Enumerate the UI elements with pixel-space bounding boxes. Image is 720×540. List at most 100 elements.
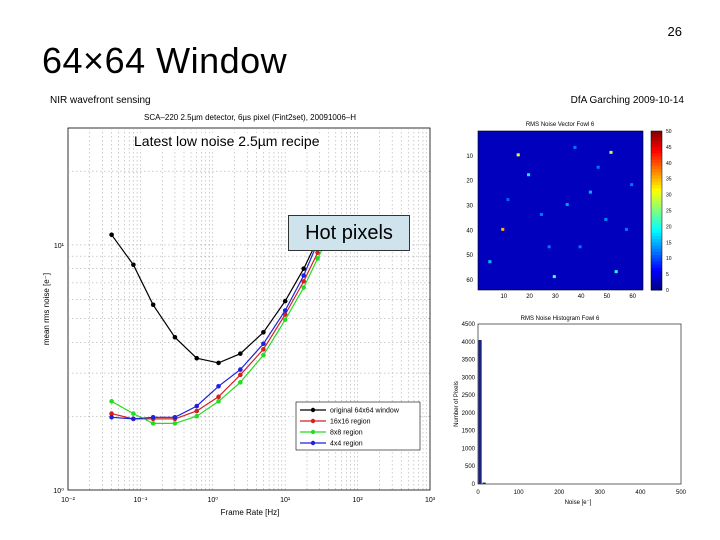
legend-label: 8x8 region [330, 430, 363, 437]
legend-swatch-marker [310, 418, 316, 424]
colorbar-step [651, 200, 662, 205]
colorbar-step [651, 220, 662, 224]
hot-pixels-callout: Hot pixels [288, 215, 410, 251]
heatmap-y-tick-label: 30 [466, 204, 473, 210]
histogram-tick-labels: 0 100 200 300 400 500 0 500 1000 1500 2000 2500 3000… [462, 322, 687, 496]
subtitle-right: DfA Garching 2009-10-14 [570, 95, 684, 106]
data-point [109, 232, 114, 238]
data-point [216, 394, 221, 400]
histogram-y-tick-label: 3500 [462, 358, 476, 364]
hot-pixel [547, 245, 551, 249]
colorbar-step [651, 156, 662, 161]
colorbar-tick-labels: 0 5 10 15 20 25 30 35 40 45 50 [666, 129, 672, 294]
data-point [315, 256, 320, 261]
data-point [131, 262, 136, 268]
colorbar-step [651, 264, 662, 269]
data-point [194, 355, 200, 361]
histogram-x-tick-label: 100 [514, 490, 525, 496]
heatmap-background [478, 131, 643, 290]
main-series-layer [109, 216, 330, 426]
hot-pixel [526, 173, 531, 177]
x-tick-label: 10³ [425, 497, 436, 504]
recipe-callout: Latest low noise 2.5µm recipe [134, 133, 320, 149]
histogram-y-tick-label: 1500 [462, 429, 476, 435]
data-point [282, 308, 288, 313]
y-tick-label: 10⁰ [53, 487, 64, 495]
data-point [261, 341, 266, 347]
heatmap-colorbar [650, 130, 663, 291]
colorbar-step [651, 255, 662, 259]
histogram-y-tick-label: 0 [472, 482, 476, 488]
data-point [261, 347, 266, 352]
colorbar-step [651, 134, 662, 138]
colorbar-step [651, 267, 662, 272]
colorbar-tick-label: 45 [666, 145, 672, 151]
colorbar-tick-label: 25 [666, 209, 672, 215]
data-point [282, 317, 288, 323]
data-point [172, 414, 178, 420]
data-point [261, 330, 266, 335]
legend-label: 16x16 region [330, 419, 371, 426]
x-tick-label: 10⁻¹ [133, 497, 147, 504]
heatmap-x-tick-label: 30 [552, 294, 559, 300]
slide-title: 64×64 Window [42, 40, 288, 81]
colorbar-step [651, 146, 662, 151]
colorbar-step [651, 210, 662, 215]
heatmap-x-tick-label: 40 [578, 294, 585, 300]
histogram-title: RMS Noise Histogram Fowl 6 [521, 316, 600, 322]
y-tick-label: 10¹ [54, 243, 65, 250]
heatmap-title: RMS Noise Vector Fowl 6 [526, 122, 595, 128]
data-point [109, 411, 114, 416]
hot-pixel [596, 165, 600, 169]
colorbar-step [651, 280, 662, 285]
hot-pixel [552, 275, 556, 279]
histogram-y-axis-label: Number of Pixels [454, 381, 460, 427]
colorbar-step [651, 223, 662, 227]
hot-pixel [614, 270, 618, 274]
series-line [111, 239, 328, 424]
page-number: 26 [667, 24, 682, 39]
data-point [150, 302, 156, 308]
heatmap-y-tick-label: 10 [466, 154, 473, 160]
colorbar-step [651, 143, 662, 148]
main-tick-labels: 10⁻² 10⁻¹ 10⁰ 10¹ 10² 10³ 10⁰ 10¹ [53, 243, 435, 504]
data-point [238, 372, 243, 378]
histogram-x-tick-label: 400 [635, 490, 646, 496]
histogram-x-tick-label: 0 [476, 490, 480, 496]
series-3 [109, 237, 330, 426]
colorbar-tick-label: 10 [666, 256, 672, 262]
histogram-y-tick-label: 500 [465, 464, 476, 470]
data-point [216, 399, 221, 404]
heatmap-y-tick-label: 60 [466, 278, 473, 284]
hot-pixel [573, 145, 577, 149]
data-point [315, 250, 320, 255]
histogram-bar [482, 482, 486, 484]
heatmap-tick-labels: 10 20 30 40 50 60 10 20 30 40 50 60 [466, 154, 636, 300]
x-tick-label: 10² [353, 497, 364, 504]
data-point [261, 352, 266, 358]
data-point [172, 421, 178, 426]
heatmap-cells [478, 131, 643, 290]
data-point [282, 312, 288, 317]
hot-pixel [488, 260, 492, 264]
data-point [301, 279, 306, 284]
legend-label: 4x4 region [330, 441, 363, 448]
hot-pixel [506, 198, 510, 202]
heatmap-x-tick-label: 20 [526, 294, 533, 300]
colorbar-step [651, 248, 662, 253]
heatmap-y-tick-label: 50 [466, 253, 473, 259]
colorbar-step [651, 140, 662, 145]
data-point [216, 383, 221, 389]
data-point [216, 360, 221, 366]
histogram-frame [477, 323, 682, 485]
legend-swatch-marker [310, 440, 316, 446]
colorbar-step [651, 175, 662, 180]
legend-swatch-marker [310, 429, 316, 435]
main-x-axis-label: Frame Rate [Hz] [221, 508, 280, 517]
colorbar-step [651, 207, 662, 211]
colorbar-step [651, 181, 662, 186]
colorbar-step [651, 178, 662, 183]
data-point [150, 414, 156, 420]
data-point [238, 380, 243, 385]
